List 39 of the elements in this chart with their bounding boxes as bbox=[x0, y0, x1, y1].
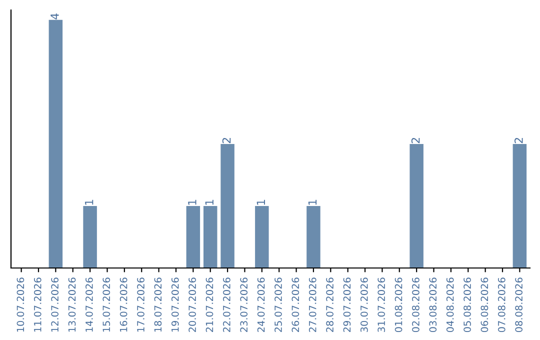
data-label: 1 bbox=[205, 200, 214, 205]
x-tick-label: 06.08.2026 bbox=[480, 278, 488, 332]
x-tick-label: 24.07.2026 bbox=[257, 278, 265, 332]
x-tick-label: 01.08.2026 bbox=[394, 278, 402, 332]
data-label: 1 bbox=[188, 200, 196, 205]
x-tick-label: 04.08.2026 bbox=[446, 278, 454, 332]
x-tick-label: 10.07.2026 bbox=[16, 278, 24, 332]
data-label: 1 bbox=[308, 200, 317, 205]
x-tick-label: 21.07.2026 bbox=[206, 278, 214, 332]
x-tick-label: 30.07.2026 bbox=[360, 278, 368, 332]
x-tick-label: 18.07.2026 bbox=[154, 278, 162, 332]
x-tick-label: 07.08.2026 bbox=[498, 278, 506, 332]
x-tick-label: 08.08.2026 bbox=[515, 278, 523, 332]
x-tick-label: 31.07.2026 bbox=[378, 278, 386, 332]
x-tick-label: 12.07.2026 bbox=[51, 278, 59, 332]
x-tick-label: 15.07.2026 bbox=[102, 278, 110, 332]
x-tick-label: 11.07.2026 bbox=[34, 278, 42, 332]
x-tick-label: 16.07.2026 bbox=[120, 278, 128, 332]
x-tick-label: 23.07.2026 bbox=[240, 278, 248, 332]
x-tick-label: 03.08.2026 bbox=[429, 278, 437, 332]
x-tick-label: 17.07.2026 bbox=[137, 278, 144, 332]
x-tick-label: 14.07.2026 bbox=[86, 278, 93, 332]
x-tick-label: 29.07.2026 bbox=[343, 278, 351, 332]
x-tick-label: 19.07.2026 bbox=[171, 278, 179, 332]
data-label: 2 bbox=[411, 138, 420, 144]
data-label: 1 bbox=[85, 200, 94, 205]
data-label: 2 bbox=[514, 138, 523, 144]
data-label: 2 bbox=[222, 138, 231, 144]
x-tick-label: 22.07.2026 bbox=[223, 278, 230, 332]
data-label: 1 bbox=[256, 200, 265, 205]
x-tick-label: 27.07.2026 bbox=[308, 278, 316, 332]
data-label: 4 bbox=[50, 13, 59, 20]
x-tick-label: 28.07.2026 bbox=[326, 278, 334, 332]
x-tick-label: 02.08.2026 bbox=[412, 278, 420, 332]
x-tick-label: 26.07.2026 bbox=[292, 278, 300, 332]
x-tick-label: 20.07.2026 bbox=[188, 278, 196, 332]
x-tick-label: 05.08.2026 bbox=[464, 278, 471, 332]
x-tick-label: 13.07.2026 bbox=[68, 278, 76, 332]
x-tick-label: 25.07.2026 bbox=[274, 278, 282, 332]
